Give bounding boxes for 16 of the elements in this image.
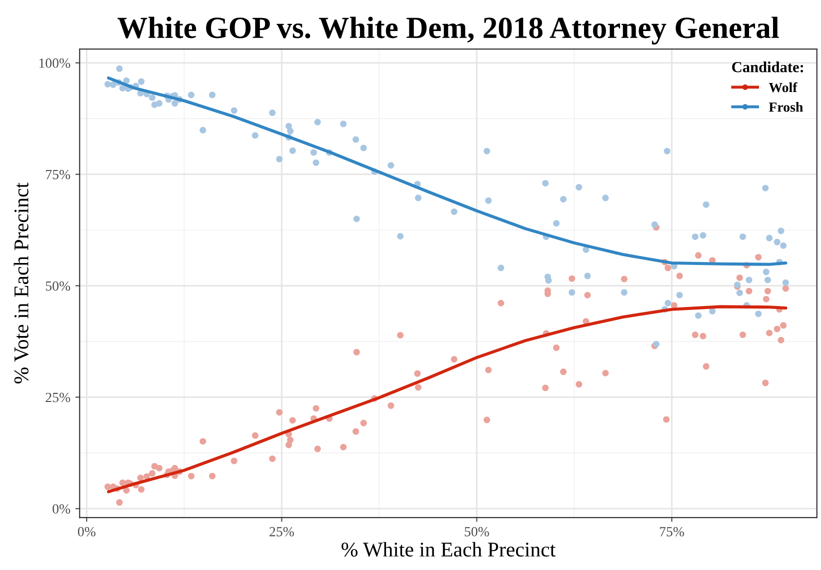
- y-axis-title: % Vote in Each Precinct: [14, 182, 29, 384]
- chart-title: White GOP vs. White Dem, 2018 Attorney General: [118, 16, 779, 44]
- line-series: [106, 305, 788, 494]
- x-tick-label: 50%: [464, 526, 489, 536]
- y-tick-label: 100%: [39, 58, 70, 68]
- legend-label: Frosh: [768, 102, 803, 112]
- y-tick-label: 50%: [46, 281, 70, 291]
- x-axis-title: % White in Each Precinct: [342, 542, 556, 557]
- x-tick-label: 75%: [660, 526, 684, 536]
- y-tick-label: 75%: [46, 170, 70, 180]
- legend-title: Candidate:: [732, 62, 804, 72]
- x-tick-label: 25%: [270, 526, 294, 536]
- y-tick-label: 25%: [46, 392, 70, 402]
- y-tick-label: 0%: [52, 504, 70, 514]
- x-tick-label: 0%: [78, 526, 96, 536]
- legend-label: Wolf: [768, 82, 798, 92]
